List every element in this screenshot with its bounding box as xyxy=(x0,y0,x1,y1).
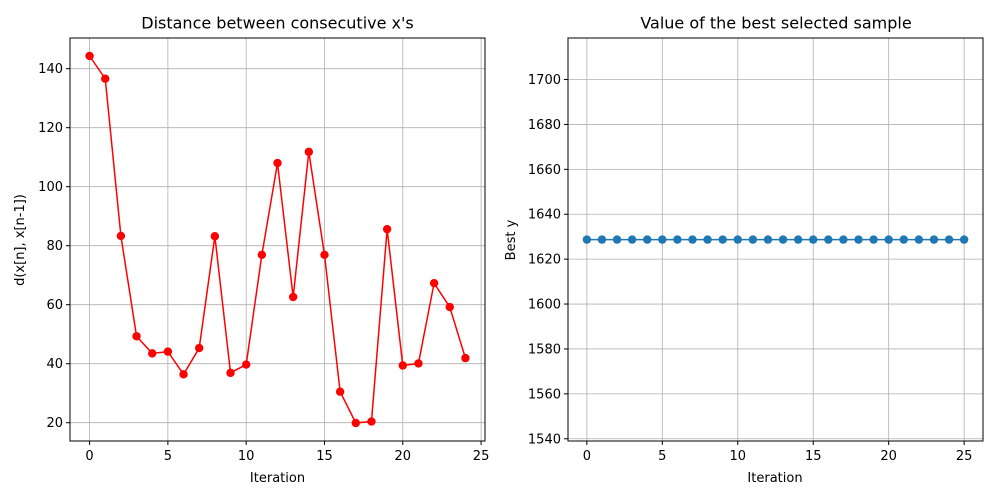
x-tick-label: 15 xyxy=(805,449,822,464)
data-point xyxy=(703,235,712,244)
data-point xyxy=(398,361,407,370)
x-tick-label: 10 xyxy=(729,449,746,464)
data-point xyxy=(226,368,235,378)
data-point xyxy=(929,235,939,244)
series-line xyxy=(88,55,467,424)
x-tick-label: 25 xyxy=(473,449,490,464)
y-tick-label: 1660 xyxy=(528,163,561,178)
data-point xyxy=(869,235,878,244)
data-point xyxy=(163,347,173,356)
data-point xyxy=(429,278,439,288)
data-point xyxy=(273,158,282,168)
data-point xyxy=(241,360,251,369)
x-axis-label: Iteration xyxy=(747,471,802,486)
data-point xyxy=(914,235,924,244)
data-point xyxy=(643,235,652,244)
data-point xyxy=(718,235,727,244)
data-point xyxy=(688,235,697,244)
data-point xyxy=(132,332,141,341)
x-tick-label: 10 xyxy=(238,449,255,464)
data-point xyxy=(101,74,110,83)
x-tick-label: 15 xyxy=(316,449,333,464)
data-point xyxy=(627,235,637,244)
y-axis-label: d(x[n], x[n-1]) xyxy=(13,194,28,286)
data-point xyxy=(148,349,157,358)
grid xyxy=(70,38,485,441)
data-point xyxy=(612,235,622,244)
plot-frame xyxy=(69,37,486,442)
x-tick-label: 25 xyxy=(956,449,973,464)
data-point xyxy=(85,51,94,61)
x-tick-label: 0 xyxy=(583,449,591,464)
data-point xyxy=(809,235,818,244)
y-tick-label: 40 xyxy=(46,357,63,372)
y-tick-label: 120 xyxy=(38,121,63,136)
data-point xyxy=(179,370,188,379)
data-point xyxy=(884,235,893,244)
data-point xyxy=(194,343,204,353)
data-point xyxy=(445,302,454,312)
y-tick-label: 100 xyxy=(38,180,63,195)
y-tick-label: 140 xyxy=(38,62,63,77)
y-axis-label: Best y xyxy=(504,219,519,260)
y-tick-label: 1700 xyxy=(528,73,561,88)
data-point xyxy=(944,235,954,244)
chart-best-y: Value of the best selected sample Iterat… xyxy=(504,14,984,486)
data-point xyxy=(288,292,298,302)
data-point xyxy=(748,235,758,244)
x-tick-label: 20 xyxy=(395,449,412,464)
data-point xyxy=(414,359,423,368)
data-point xyxy=(461,353,470,363)
y-tick-label: 1580 xyxy=(528,342,561,357)
data-point xyxy=(367,417,376,426)
y-tick-label: 1640 xyxy=(528,208,561,223)
x-tick-label: 20 xyxy=(880,449,897,464)
y-tick-label: 1600 xyxy=(528,298,561,313)
x-axis-label: Iteration xyxy=(250,471,305,486)
data-point xyxy=(839,235,848,244)
data-point xyxy=(658,235,667,244)
y-tick-label: 1560 xyxy=(528,387,561,402)
data-point xyxy=(854,235,863,244)
y-tick-label: 80 xyxy=(46,239,63,254)
data-point xyxy=(210,232,220,241)
data-point xyxy=(673,235,682,244)
data-point xyxy=(320,250,329,260)
chart-title: Distance between consecutive x's xyxy=(141,14,413,33)
chart-distance: Distance between consecutive x's Iterati… xyxy=(13,14,489,487)
data-point xyxy=(824,235,833,244)
data-point xyxy=(959,235,969,244)
data-point xyxy=(778,235,788,244)
data-point xyxy=(304,147,314,157)
data-point xyxy=(382,224,392,234)
x-tick-label: 0 xyxy=(85,449,93,464)
data-point xyxy=(597,235,607,244)
data-point xyxy=(351,418,361,428)
y-tick-label: 60 xyxy=(46,298,63,313)
y-tick-label: 1680 xyxy=(528,118,561,133)
data-point xyxy=(116,231,126,241)
chart-title: Value of the best selected sample xyxy=(640,14,911,33)
y-tick-label: 20 xyxy=(46,416,63,431)
y-tick-label: 1620 xyxy=(528,253,561,268)
data-point xyxy=(257,250,267,260)
data-point xyxy=(793,235,803,244)
data-point xyxy=(899,235,908,244)
data-point xyxy=(582,235,592,244)
data-point xyxy=(335,387,345,396)
x-tick-label: 5 xyxy=(658,449,666,464)
data-point xyxy=(733,235,742,244)
data-point xyxy=(763,235,773,244)
y-tick-label: 1540 xyxy=(528,432,561,447)
plot-frame xyxy=(567,37,984,442)
x-tick-label: 5 xyxy=(164,449,172,464)
